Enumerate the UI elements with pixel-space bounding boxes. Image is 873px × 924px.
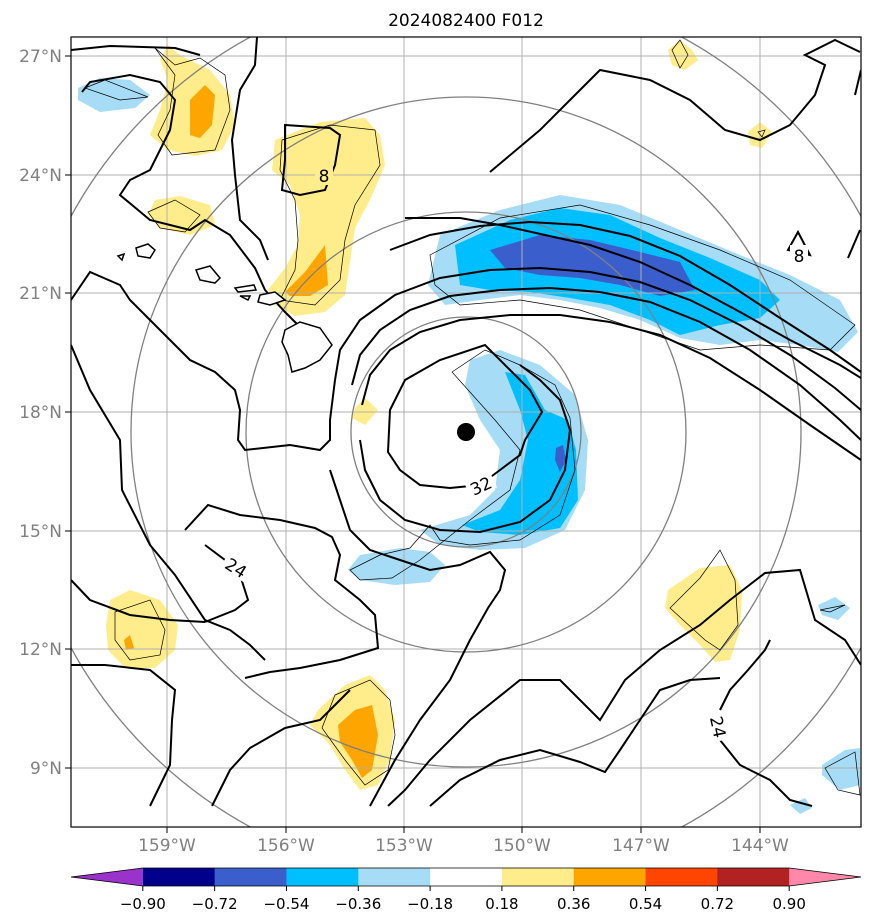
y-tick-label: 21°N — [19, 284, 62, 304]
y-axis-ticks: 27°N 24°N 21°N 18°N 15°N 12°N 9°N — [19, 47, 71, 779]
x-tick-label: 156°W — [257, 836, 315, 856]
x-tick-label: 147°W — [612, 836, 670, 856]
colorbar-segment — [645, 868, 718, 886]
thin-contours — [83, 39, 861, 796]
colorbar-segment — [358, 868, 431, 886]
y-tick-label: 15°N — [19, 522, 62, 542]
colorbar-extend-max — [789, 868, 861, 886]
chart-title: 2024082400 F012 — [388, 11, 544, 31]
x-tick-label: 159°W — [138, 836, 196, 856]
colorbar-segment — [142, 868, 216, 886]
colorbar-tick-label: 0.90 — [772, 895, 805, 913]
x-tick-label: 150°W — [493, 836, 551, 856]
colorbar-segment — [717, 868, 790, 886]
y-tick-label: 27°N — [19, 47, 62, 67]
contour-labels: 8 8 24 24 32 — [219, 165, 808, 743]
bold-contours — [71, 37, 861, 807]
colorbar-segment — [501, 868, 575, 886]
colorbar-tick-label: −0.36 — [335, 895, 381, 913]
y-tick-label: 9°N — [30, 759, 62, 779]
x-axis-ticks: 159°W 156°W 153°W 150°W 147°W 144°W — [138, 827, 789, 856]
colorbar-tick-label: −0.72 — [192, 895, 238, 913]
colorbar-tick-label: −0.90 — [120, 895, 166, 913]
range-rings — [71, 37, 861, 827]
contour-label: 8 — [794, 247, 805, 267]
y-tick-label: 12°N — [19, 640, 62, 660]
colorbar — [70, 867, 862, 887]
colorbar-extend-min — [71, 868, 143, 886]
contour-label: 8 — [319, 167, 330, 187]
x-tick-label: 153°W — [375, 836, 433, 856]
colorbar-tick-label: 0.72 — [701, 895, 734, 913]
colorbar-tick-label: 0.36 — [557, 895, 590, 913]
storm-center-marker — [457, 423, 475, 441]
colorbar-segment — [430, 868, 503, 886]
map-frame — [70, 36, 862, 828]
colorbar-segment — [286, 868, 359, 886]
contour-label: 24 — [705, 715, 729, 740]
colorbar-tick-labels: −0.90 −0.72 −0.54 −0.36 −0.18 0.18 0.36 0.54 0.7… — [120, 886, 806, 913]
x-tick-label: 144°W — [731, 836, 789, 856]
map-panel: 8 8 24 24 32 — [71, 37, 861, 827]
colorbar-tick-label: −0.18 — [407, 895, 453, 913]
y-tick-label: 18°N — [19, 403, 62, 423]
coastlines — [116, 243, 333, 373]
colorbar-segment — [214, 868, 287, 886]
colorbar-tick-label: −0.54 — [263, 895, 309, 913]
colorbar-segment — [573, 868, 647, 886]
colorbar-tick-label: 0.18 — [485, 895, 518, 913]
y-tick-label: 24°N — [19, 166, 62, 186]
colorbar-tick-label: 0.54 — [629, 895, 662, 913]
